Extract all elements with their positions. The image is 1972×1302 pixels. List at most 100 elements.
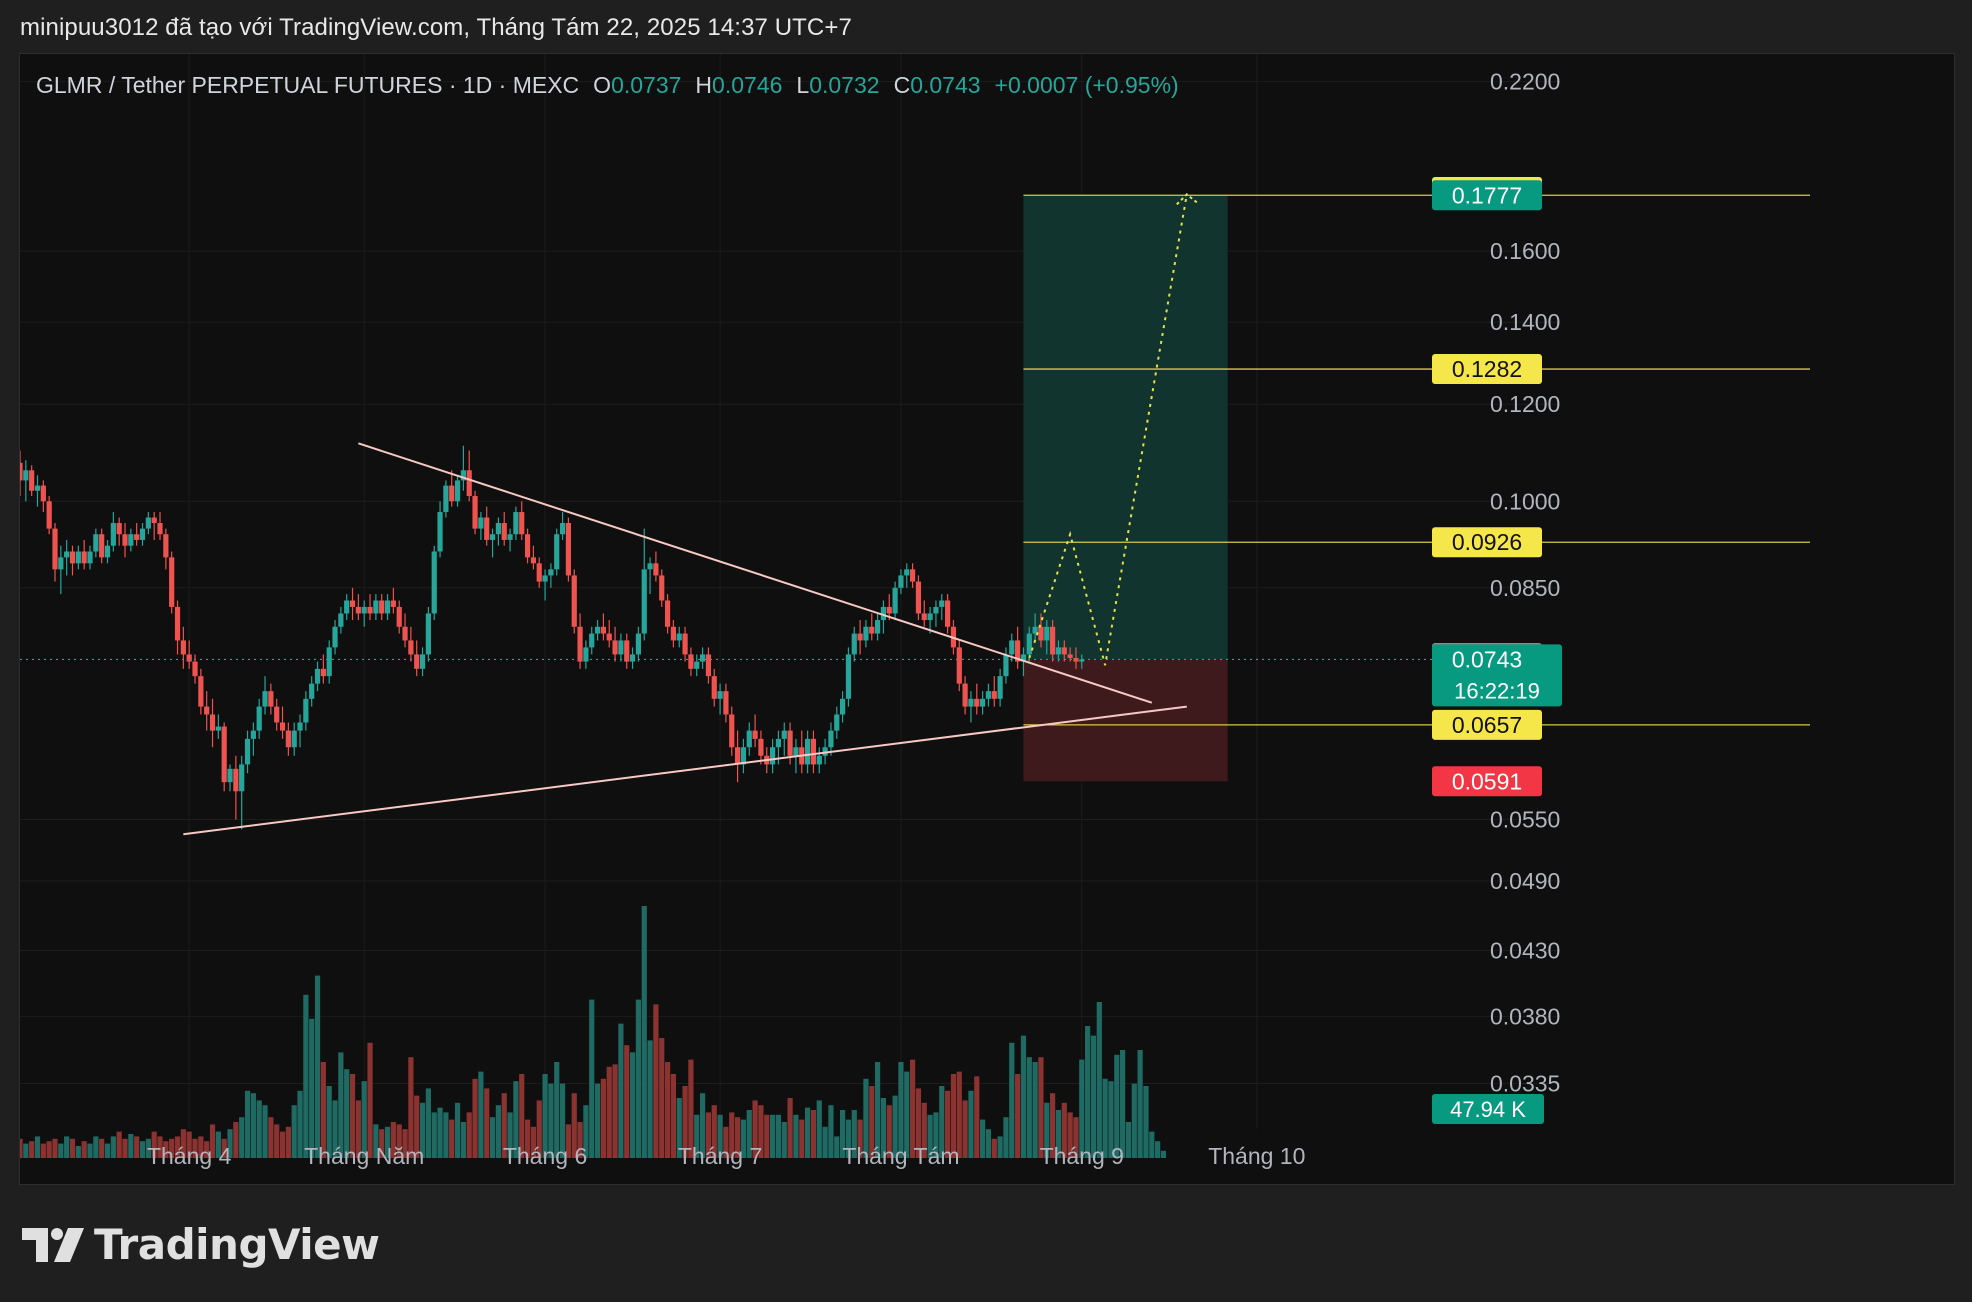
volume-bar xyxy=(1050,1093,1056,1158)
candle-body xyxy=(606,633,612,641)
price-chart[interactable]: 0.2200 0.1600 0.1400 0.1200 0.1000 0.0850 0.05… xyxy=(20,54,1954,1184)
candle-body xyxy=(1003,654,1009,677)
candle-body xyxy=(898,575,904,588)
volume-bar xyxy=(122,1138,128,1158)
volume-bar xyxy=(892,1095,898,1158)
open-label: O xyxy=(593,72,612,98)
volume-label-text: 47.94 K xyxy=(1450,1097,1526,1122)
candle-body xyxy=(244,738,251,765)
candle-body xyxy=(390,600,396,607)
volume-bar xyxy=(594,1083,601,1158)
candle-body xyxy=(116,523,122,535)
close-value: 0.0743 xyxy=(910,72,981,98)
volume-bar xyxy=(939,1086,945,1158)
volume-bar xyxy=(262,1105,268,1158)
candle-body xyxy=(653,563,659,576)
y-axis-tick-label: 0.0850 xyxy=(1490,575,1560,601)
candle-body xyxy=(151,517,157,524)
candle-body xyxy=(945,600,951,627)
projection-arrowhead xyxy=(1176,193,1198,206)
volume-bar xyxy=(589,999,595,1158)
volume-bar xyxy=(629,1052,636,1158)
price-label-box xyxy=(1432,644,1562,707)
volume-bar xyxy=(454,1102,461,1158)
volume-bar xyxy=(279,1131,286,1158)
volume-bar xyxy=(355,1100,361,1158)
candle-body xyxy=(1044,626,1050,641)
volume-bar xyxy=(192,1138,198,1158)
open-value: 0.0737 xyxy=(611,72,682,98)
candle-body xyxy=(682,633,688,655)
candle-body xyxy=(659,575,665,601)
x-axis-month-label: Tháng 6 xyxy=(503,1143,587,1169)
candle-body xyxy=(495,523,501,535)
symbol-title[interactable]: GLMR / Tether PERPETUAL FUTURES · 1D · M… xyxy=(36,72,580,98)
volume-bar xyxy=(20,1138,23,1158)
candle-body xyxy=(804,738,811,765)
x-axis-month-label: Tháng 10 xyxy=(1208,1143,1305,1169)
volume-bar xyxy=(227,1129,233,1158)
candle-body xyxy=(1050,626,1056,655)
price-label-text: 0.0657 xyxy=(1452,712,1522,738)
candle-body xyxy=(740,747,747,765)
candle-body xyxy=(309,683,315,699)
candle-body xyxy=(250,730,256,739)
candle-body xyxy=(729,714,735,748)
volume-bar xyxy=(524,1119,531,1158)
volume-bar xyxy=(314,975,321,1158)
candle-body xyxy=(583,647,589,662)
candle-body xyxy=(46,501,52,529)
volume-bar xyxy=(52,1138,58,1158)
y-axis-tick-label: 0.1600 xyxy=(1490,238,1560,264)
candle-body xyxy=(624,640,630,662)
candle-body xyxy=(134,534,140,540)
tradingview-logo[interactable]: TradingView xyxy=(22,1220,380,1269)
candle-body xyxy=(139,528,146,540)
volume-bar xyxy=(618,1023,624,1158)
candle-body xyxy=(904,569,910,576)
candle-body xyxy=(769,747,776,765)
volume-bar xyxy=(694,1114,700,1158)
volume-bar xyxy=(927,1114,933,1158)
volume-bar xyxy=(326,1086,332,1158)
candle-body xyxy=(262,691,268,707)
candle-body xyxy=(466,470,472,497)
volume-bar xyxy=(816,1100,822,1158)
chart-panel[interactable]: 0.2200 0.1600 0.1400 0.1200 0.1000 0.0850 0.05… xyxy=(19,53,1955,1185)
candle-body xyxy=(268,691,274,707)
volume-bar xyxy=(1079,1059,1085,1158)
volume-bar xyxy=(87,1143,93,1158)
volume-bar xyxy=(577,1122,583,1158)
candle-body xyxy=(1038,626,1044,641)
candle-body xyxy=(104,545,111,558)
volume-bar xyxy=(1009,1042,1015,1158)
candle-body xyxy=(519,512,525,535)
volume-bar xyxy=(151,1131,157,1158)
volume-bar xyxy=(239,1117,245,1158)
volume-bar xyxy=(460,1122,466,1158)
candle-body xyxy=(180,640,186,655)
volume-bar xyxy=(717,1114,723,1158)
price-label-text: 0.0743 xyxy=(1452,646,1522,672)
volume-bar xyxy=(1073,1117,1079,1158)
candle-body xyxy=(239,764,245,792)
candle-body xyxy=(484,517,490,540)
volume-bar xyxy=(845,1119,852,1158)
candle-body xyxy=(93,534,99,552)
volume-bar xyxy=(408,1057,414,1158)
volume-bar xyxy=(478,1071,484,1158)
loss-zone xyxy=(1023,659,1228,782)
volume-bar xyxy=(647,1040,653,1158)
volume-bar xyxy=(449,1119,455,1158)
high-value: 0.0746 xyxy=(712,72,783,98)
candle-body xyxy=(361,606,367,614)
volume-bar xyxy=(174,1136,181,1158)
volume-bar xyxy=(863,1078,869,1158)
volume-bar xyxy=(198,1136,204,1158)
volume-bar xyxy=(367,1042,373,1158)
volume-bar xyxy=(565,1124,571,1158)
volume-bar xyxy=(571,1093,577,1158)
volume-bar xyxy=(898,1062,904,1158)
candle-body xyxy=(489,534,496,540)
candle-body xyxy=(513,512,519,535)
